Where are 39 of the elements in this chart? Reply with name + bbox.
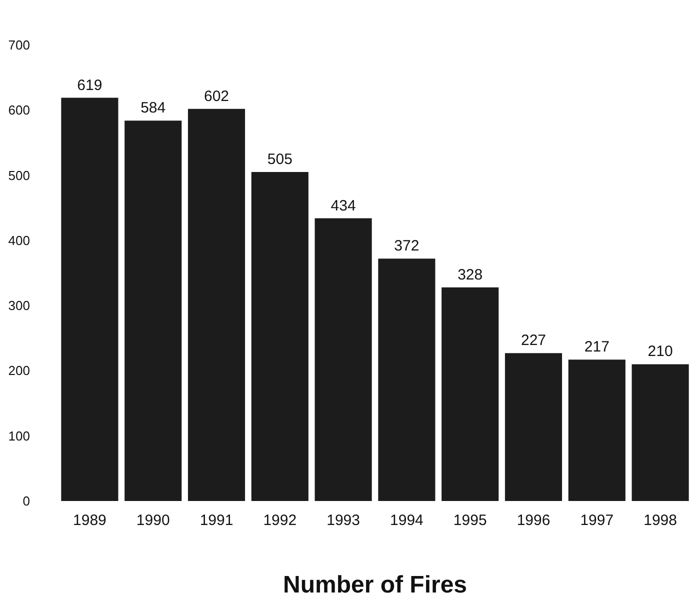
bar bbox=[504, 353, 562, 501]
data-label: 602 bbox=[204, 88, 230, 105]
x-tick-label: 1996 bbox=[516, 512, 550, 529]
y-tick-label: 0 bbox=[22, 494, 30, 508]
data-label: 505 bbox=[267, 151, 292, 168]
data-label: 328 bbox=[458, 266, 483, 284]
bar bbox=[314, 218, 372, 501]
x-tick-label: 1993 bbox=[326, 512, 360, 529]
x-tick-label: 1992 bbox=[263, 512, 297, 529]
y-tick-label: 600 bbox=[8, 102, 30, 118]
bar bbox=[378, 258, 436, 501]
data-label: 217 bbox=[584, 338, 610, 356]
bar bbox=[568, 360, 626, 501]
bar bbox=[124, 120, 182, 501]
y-tick-label: 700 bbox=[8, 38, 30, 52]
y-tick-label: 200 bbox=[8, 363, 30, 378]
x-axis-title: Number of Fires bbox=[282, 572, 468, 598]
x-tick-label: 1989 bbox=[73, 512, 106, 529]
x-tick-label: 1991 bbox=[200, 512, 234, 529]
data-label: 210 bbox=[648, 343, 673, 360]
data-label: 227 bbox=[520, 332, 546, 350]
data-label: 372 bbox=[394, 238, 420, 255]
y-tick-label: 300 bbox=[8, 298, 30, 314]
bar bbox=[632, 364, 689, 501]
bar bbox=[442, 287, 499, 501]
x-tick-label: 1998 bbox=[644, 512, 677, 529]
x-tick-label: 1997 bbox=[580, 512, 614, 529]
x-tick-label: 1994 bbox=[390, 512, 424, 529]
y-tick-label: 400 bbox=[8, 232, 30, 248]
x-tick-label: 1995 bbox=[453, 512, 487, 529]
data-label: 584 bbox=[140, 100, 166, 117]
bar bbox=[61, 98, 118, 501]
x-tick-label: 1990 bbox=[136, 512, 170, 529]
bar bbox=[188, 108, 246, 501]
y-tick-label: 500 bbox=[8, 168, 30, 183]
data-label: 434 bbox=[330, 197, 356, 214]
data-label: 619 bbox=[77, 76, 102, 94]
bar bbox=[251, 172, 308, 501]
y-tick-label: 100 bbox=[8, 428, 30, 444]
